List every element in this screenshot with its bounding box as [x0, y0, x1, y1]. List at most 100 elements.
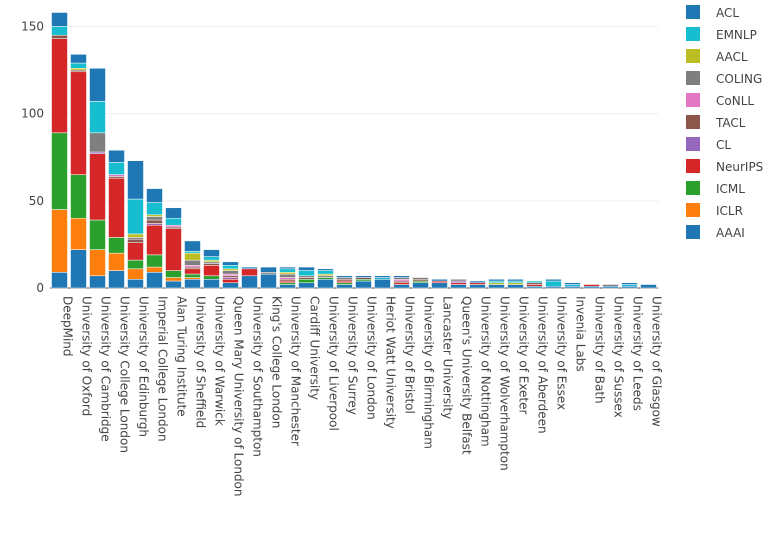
legend-item[interactable]: EMNLP: [686, 27, 757, 42]
legend-item[interactable]: CoNLL: [686, 93, 754, 108]
bar-segment: [488, 284, 505, 289]
bar-segment: [507, 284, 524, 289]
legend-item[interactable]: CL: [686, 137, 731, 152]
bar-segment: [336, 275, 353, 278]
bar-segment: [127, 268, 144, 280]
bar-segment: [184, 273, 201, 278]
legend-swatch: [686, 203, 700, 217]
y-tick-label: 150: [21, 19, 44, 33]
x-tick-label: Queen's University Belfast: [460, 296, 474, 455]
bar-segment: [526, 280, 543, 284]
bar-segment: [127, 242, 144, 261]
bar-segment: [146, 188, 163, 203]
bar-segment: [146, 223, 163, 226]
x-tick-label: University of Essex: [555, 296, 569, 410]
bar-segment: [146, 216, 163, 221]
legend-item[interactable]: ICLR: [686, 203, 743, 218]
bar-segment: [203, 261, 220, 264]
bar-segment: [545, 280, 562, 287]
bar-segment: [469, 280, 486, 284]
bar-segment: [51, 12, 68, 27]
bar-segment: [89, 68, 106, 102]
legend-item[interactable]: ACL: [686, 5, 739, 20]
legend-item[interactable]: NeurIPS: [686, 159, 763, 174]
bar-segment: [317, 279, 334, 289]
bar-segment: [51, 132, 68, 210]
x-tick-label: University of Birmingham: [422, 296, 436, 449]
legend-item[interactable]: ICML: [686, 181, 745, 196]
bar-segment: [70, 71, 87, 175]
bar-segment: [51, 209, 68, 273]
bar-segment: [374, 275, 391, 278]
bar-segment: [260, 272, 277, 275]
bar-segment: [469, 284, 486, 289]
x-tick-label: University College London: [118, 296, 132, 453]
x-tick-label: Heriot Watt University: [384, 296, 398, 429]
x-tick-label: University of Manchester: [289, 296, 303, 446]
legend-swatch: [686, 71, 700, 85]
bar-segment: [108, 176, 125, 179]
bar-segment: [222, 277, 239, 280]
bar-segment: [89, 219, 106, 250]
bar-segment: [279, 282, 296, 285]
bar-segment: [545, 279, 562, 282]
bar-segment: [279, 279, 296, 282]
bar-segment: [621, 282, 638, 285]
bar-segment: [298, 279, 315, 284]
bar-segment: [393, 279, 410, 282]
bar-segment: [89, 101, 106, 134]
bar-segment: [165, 277, 182, 282]
bar-segment: [146, 224, 163, 256]
x-tick-label: University of Aberdeen: [536, 296, 550, 434]
legend-item[interactable]: TACL: [686, 115, 746, 130]
bar-segment: [279, 280, 296, 284]
bar-segment: [222, 265, 239, 270]
bar-segment: [279, 284, 296, 289]
x-tick-label: University of Nottingham: [479, 296, 493, 447]
bar-segment: [336, 279, 353, 282]
bar-segment: [241, 275, 258, 289]
bar-segment: [165, 224, 182, 228]
bar-segment: [393, 280, 410, 284]
bar-segment: [70, 69, 87, 73]
bar-segment: [127, 237, 144, 240]
bar-segment: [526, 282, 543, 285]
legend-label: COLING: [716, 72, 762, 86]
legend-item[interactable]: COLING: [686, 71, 762, 86]
x-tick-label: University of Sheffield: [194, 296, 208, 428]
bar-segment: [317, 273, 334, 277]
bar-segment: [412, 279, 429, 282]
bar-segment: [70, 68, 87, 71]
bar-segment: [640, 284, 657, 289]
bar-segment: [298, 266, 315, 271]
bar-segment: [165, 226, 182, 229]
bar-segment: [108, 237, 125, 254]
bar-segment: [583, 284, 600, 287]
bar-segment: [621, 284, 638, 287]
legend-label: CoNLL: [716, 94, 754, 108]
legend-item[interactable]: AACL: [686, 49, 748, 64]
bar-segment: [431, 279, 448, 282]
bar-segment: [51, 34, 68, 39]
bar-segment: [412, 282, 429, 289]
legend-label: ACL: [716, 6, 739, 20]
x-tick-label: Imperial College London: [156, 296, 170, 442]
bar-segment: [336, 282, 353, 285]
bar-segment: [279, 268, 296, 273]
bar-segment: [336, 277, 353, 280]
x-tick-label: Invenia Labs: [574, 296, 588, 372]
bar-segment: [165, 270, 182, 278]
x-tick-label: DeepMind: [61, 296, 75, 357]
x-tick-label: University of Southampton: [251, 296, 265, 457]
x-tick-label: University of Bath: [593, 296, 607, 404]
bar-segment: [203, 249, 220, 257]
bar-segment: [279, 266, 296, 270]
legend-item[interactable]: AAAI: [686, 225, 745, 240]
bar-segment: [203, 256, 220, 261]
bar-segment: [184, 277, 201, 280]
bar-segment: [450, 284, 467, 289]
bar-segment: [526, 286, 543, 289]
bar-segment: [507, 282, 524, 285]
bar-segment: [336, 284, 353, 289]
